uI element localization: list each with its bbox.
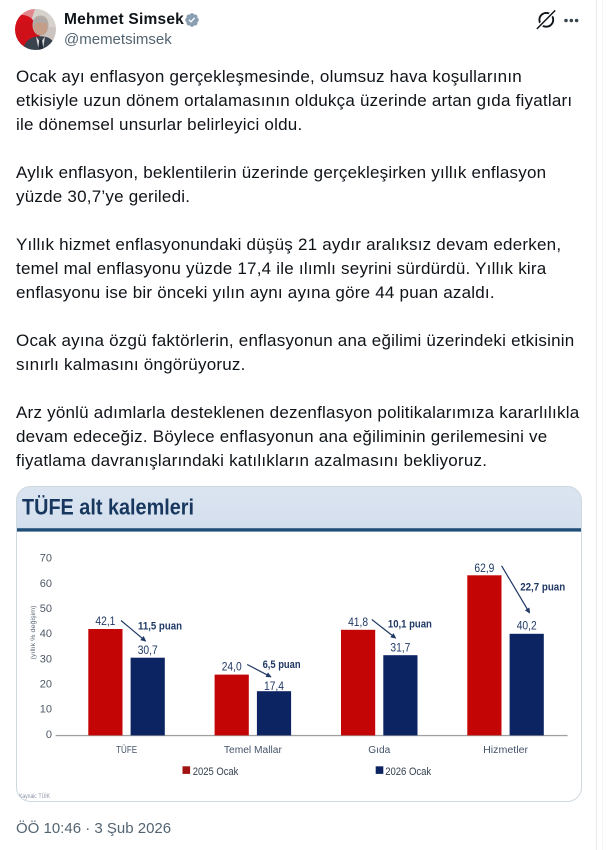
- svg-text:22,7 puan: 22,7 puan: [520, 582, 565, 594]
- svg-text:TÜFE alt kalemleri: TÜFE alt kalemleri: [22, 495, 194, 520]
- svg-text:17,4: 17,4: [264, 681, 285, 693]
- svg-text:Gıda: Gıda: [368, 745, 390, 756]
- svg-text:20: 20: [40, 679, 52, 691]
- svg-text:2025 Ocak: 2025 Ocak: [193, 766, 239, 778]
- svg-text:62,9: 62,9: [474, 563, 494, 575]
- svg-text:6,5 puan: 6,5 puan: [263, 659, 301, 671]
- svg-text:40: 40: [40, 628, 52, 640]
- svg-text:10: 10: [40, 704, 52, 716]
- svg-text:60: 60: [40, 578, 52, 590]
- svg-text:Temel Mallar: Temel Mallar: [224, 745, 283, 756]
- svg-text:11,5 puan: 11,5 puan: [138, 621, 182, 633]
- svg-text:10,1 puan: 10,1 puan: [388, 619, 432, 631]
- svg-text:41,8: 41,8: [348, 617, 368, 629]
- svg-text:30: 30: [40, 653, 52, 665]
- svg-text:2026 Ocak: 2026 Ocak: [385, 766, 431, 778]
- svg-text:30,7: 30,7: [138, 645, 158, 657]
- svg-text:Kaynak: TÜİK: Kaynak: TÜİK: [19, 791, 51, 800]
- svg-text:40,2: 40,2: [517, 621, 537, 633]
- svg-text:0: 0: [46, 729, 52, 741]
- svg-text:24,0: 24,0: [222, 662, 242, 674]
- svg-text:50: 50: [40, 603, 52, 615]
- svg-text:(yıllık % değişim): (yıllık % değişim): [30, 606, 37, 660]
- svg-text:70: 70: [40, 553, 52, 565]
- svg-text:TÜFE: TÜFE: [116, 744, 137, 756]
- svg-text:Hizmetler: Hizmetler: [483, 745, 529, 756]
- svg-text:31,7: 31,7: [390, 643, 410, 655]
- svg-text:42,1: 42,1: [95, 616, 115, 628]
